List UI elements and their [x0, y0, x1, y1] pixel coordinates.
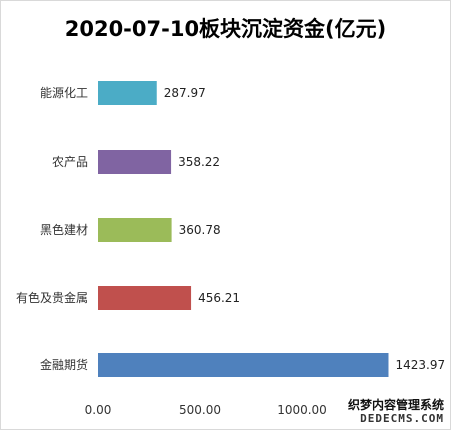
value-label: 456.21	[198, 291, 240, 305]
category-label: 黑色建材	[40, 223, 88, 237]
value-label: 358.22	[178, 155, 220, 169]
x-tick-label: 0.00	[85, 403, 112, 417]
bar	[98, 286, 192, 310]
chart-title: 2020-07-10板块沉淀资金(亿元)	[64, 17, 387, 41]
category-label: 能源化工	[40, 86, 88, 100]
bar	[98, 218, 172, 242]
category-label: 金融期货	[40, 357, 88, 372]
x-tick-label: 500.00	[179, 403, 221, 417]
category-label: 有色及贵金属	[16, 290, 88, 305]
bar	[98, 150, 172, 174]
watermark-logo: 织梦内容管理系统 DEDECMS.COM	[334, 398, 444, 426]
bar	[98, 81, 157, 105]
watermark-line2: DEDECMS.COM	[360, 412, 444, 425]
value-label: 287.97	[164, 86, 206, 100]
category-label: 农产品	[52, 155, 88, 169]
value-label: 360.78	[179, 223, 221, 237]
value-label: 1423.97	[395, 358, 445, 372]
watermark-line1: 织梦内容管理系统	[347, 398, 444, 412]
bar	[98, 353, 389, 377]
x-tick-label: 1000.00	[277, 403, 327, 417]
